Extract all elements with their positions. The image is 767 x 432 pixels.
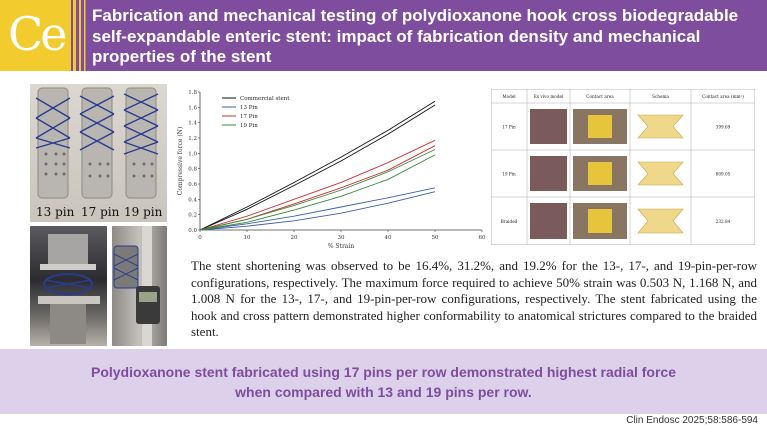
y-tick-label: 1.6 bbox=[188, 105, 197, 111]
series-line-3-unloading bbox=[199, 154, 436, 231]
x-tick-label: 10 bbox=[244, 235, 251, 241]
x-tick-label: 0 bbox=[198, 235, 202, 241]
contact-area-highlight bbox=[588, 162, 612, 185]
logo-stripes-decoration bbox=[66, 0, 86, 71]
ex-vivo-image bbox=[530, 109, 567, 144]
table-header-cell: Model bbox=[502, 94, 516, 99]
series-line-1-loading bbox=[199, 187, 436, 231]
conclusion-band bbox=[0, 349, 767, 414]
caliper-measurement-photo bbox=[112, 226, 167, 346]
ex-vivo-image bbox=[530, 203, 567, 239]
contact-area-highlight bbox=[588, 115, 612, 138]
table-area-cell: 232.84 bbox=[716, 219, 731, 224]
y-tick-label: 1.2 bbox=[188, 136, 197, 142]
x-axis-label: % Strain bbox=[328, 243, 354, 250]
table-model-cell: 19 Pin bbox=[502, 172, 516, 177]
compression-test-illustration bbox=[38, 234, 100, 344]
x-tick-label: 40 bbox=[385, 235, 392, 241]
table-header-cell: Schema bbox=[652, 94, 669, 99]
schema-shape bbox=[637, 114, 684, 139]
y-axis-label: Compressive force (N) bbox=[177, 127, 184, 196]
series-line-3-loading bbox=[199, 149, 436, 231]
legend-label-1: 13 Pin bbox=[240, 105, 258, 111]
y-tick-label: 0.8 bbox=[188, 167, 197, 173]
citation: Clin Endosc 2025;58:586-594 bbox=[626, 415, 758, 426]
series-line-0-unloading bbox=[199, 104, 436, 231]
table-area-cell: 609.05 bbox=[716, 172, 731, 177]
table-header-cell: Contact area (mm²) bbox=[702, 94, 744, 99]
x-tick-label: 20 bbox=[291, 235, 298, 241]
y-tick-label: 1.0 bbox=[188, 151, 197, 157]
table-header-cell: Ex vivo model bbox=[534, 94, 564, 99]
table-model-cell: 17 Pin bbox=[502, 125, 516, 130]
y-tick-label: 0.4 bbox=[188, 197, 197, 203]
schema-shape bbox=[637, 208, 684, 234]
legend-label-2: 17 Pin bbox=[240, 114, 258, 120]
stent-samples-photo bbox=[30, 84, 167, 222]
conclusion-line-2: when compared with 13 and 19 pins per ro… bbox=[235, 384, 532, 400]
caption-13-pin: 13 pin bbox=[36, 205, 75, 219]
logo-text: Ce bbox=[8, 7, 67, 61]
schema-shape bbox=[637, 161, 684, 186]
x-tick-label: 60 bbox=[479, 235, 486, 241]
header-banner: Ce Fabrication and mechanical testing of… bbox=[0, 0, 767, 71]
journal-logo: Ce bbox=[0, 0, 71, 71]
y-tick-label: 0.2 bbox=[188, 213, 197, 219]
x-tick-label: 30 bbox=[338, 235, 345, 241]
table-model-cell: Braided bbox=[501, 219, 518, 224]
stent-samples-illustration bbox=[35, 87, 159, 199]
caption-19-pin: 19 pin bbox=[124, 205, 163, 219]
caliper-illustration bbox=[113, 226, 160, 346]
contact-area-table: Model Ex vivo model Contact area Schema Cont… bbox=[490, 88, 756, 246]
x-tick-label: 50 bbox=[432, 235, 439, 241]
contact-area-highlight bbox=[588, 209, 612, 233]
series-line-0-loading bbox=[199, 100, 436, 231]
ex-vivo-image bbox=[530, 156, 567, 191]
summary-paragraph: The stent shortening was observed to be … bbox=[191, 258, 757, 340]
legend-label-3: 19 Pin bbox=[240, 123, 258, 129]
series-line-1-unloading bbox=[199, 191, 436, 231]
conclusion-line-1: Polydioxanone stent fabricated using 17 … bbox=[90, 364, 676, 380]
y-tick-label: 0.6 bbox=[188, 182, 197, 188]
table-area-cell: 399.69 bbox=[716, 125, 731, 130]
legend-label-0: Commercial stent bbox=[240, 96, 290, 102]
y-tick-label: 0.0 bbox=[188, 228, 197, 234]
table-svg: Model Ex vivo model Contact area Schema Cont… bbox=[490, 88, 756, 246]
series-line-2-loading bbox=[199, 139, 436, 231]
conclusion-text: Polydioxanone stent fabricated using 17 … bbox=[60, 362, 707, 402]
force-strain-chart: 0 10 20 30 40 50 60 0.0 0.2 0.4 0.6 0.8 1.0 1.2 1.4 1.6… bbox=[172, 84, 492, 250]
caption-17-pin: 17 pin bbox=[81, 205, 120, 219]
page-title: Fabrication and mechanical testing of po… bbox=[92, 6, 739, 66]
table-header-cell: Contact area bbox=[586, 94, 614, 99]
compression-test-photo bbox=[30, 226, 107, 346]
y-tick-label: 1.4 bbox=[188, 121, 197, 127]
chart-svg: 0 10 20 30 40 50 60 0.0 0.2 0.4 0.6 0.8 1.0 1.2 1.4 1.6… bbox=[177, 90, 486, 250]
y-tick-label: 1.8 bbox=[188, 90, 197, 96]
